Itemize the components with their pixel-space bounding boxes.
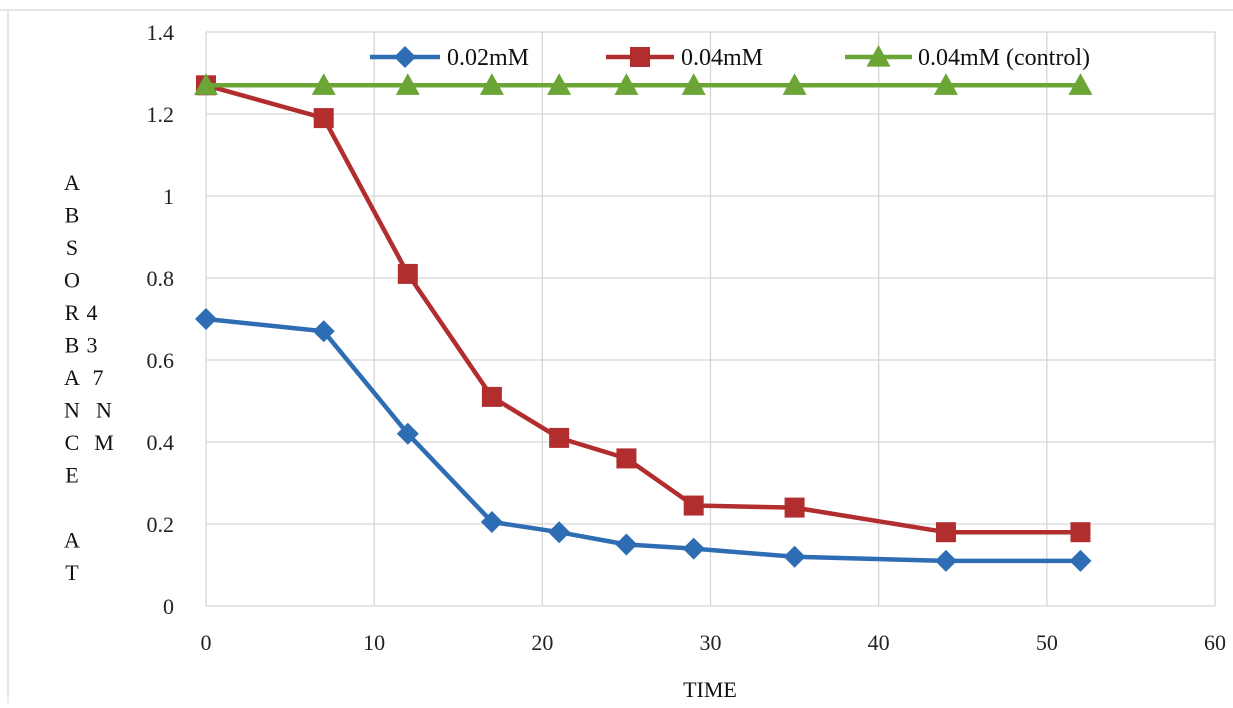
y-tick-label: 0.6 [147,348,175,373]
data-point-diamond [480,510,503,533]
y-tick-label: 1 [163,184,174,209]
y-tick-label: 0.8 [147,266,175,291]
legend-item: 0.04mM (control) [845,45,1090,71]
data-point-triangle [782,73,807,95]
series-0-02mm [195,308,1092,572]
data-point-triangle [1068,73,1093,95]
data-point-triangle [395,73,420,95]
data-point-square [397,263,418,284]
y-tick-label: 1.4 [147,20,175,45]
data-point-triangle [311,73,336,95]
data-point-square [549,427,570,448]
y-axis-title-letter: C [65,430,80,455]
legend-label: 0.04mM (control) [918,45,1090,71]
y-axis-title-letter: T [65,560,79,585]
y-axis-title-letter: B [65,333,80,358]
legend-item: 0.02mM [370,45,529,71]
series-line [205,316,1081,564]
tick-labels: 0 0.2 0.4 0.6 0.8 1 1.2 1.4 0 10 20 30 40 50 60 [147,20,1227,655]
y-axis-title-letter: B [65,203,80,228]
data-point-triangle [933,73,958,95]
data-point-diamond [548,521,571,544]
x-tick-label: 0 [201,630,212,655]
y-axis-title-letter: A [64,365,80,390]
y-axis-title-letter: 4 [87,300,98,325]
y-axis-title-letter: A [64,170,80,195]
x-tick-label: 10 [363,630,385,655]
x-tick-label: 30 [700,630,722,655]
series-0-04mm-control- [194,73,1093,95]
x-axis-title: TIME [683,677,737,702]
x-tick-label: 40 [868,630,890,655]
data-point-square [630,47,650,67]
data-point-square [313,108,334,129]
y-axis-title-letter: O [64,268,80,293]
data-point-square [683,495,704,516]
data-point-diamond [1069,549,1092,572]
data-point-triangle [547,73,572,95]
series-lines [194,73,1093,572]
data-point-triangle [866,45,891,67]
y-axis-title-letter: N [64,398,80,423]
y-axis-title-letter: E [65,463,78,488]
x-tick-label: 60 [1204,630,1226,655]
gridlines [0,9,1233,703]
y-axis-title-letter: M [94,430,114,455]
data-point-diamond [934,549,957,572]
data-point-square [616,448,637,469]
data-point-diamond [312,320,335,343]
series-line [205,83,1081,535]
x-tick-label: 20 [531,630,553,655]
data-point-triangle [194,73,218,95]
y-axis-title-letter: 7 [93,365,104,390]
data-point-square [1070,522,1091,543]
data-point-diamond [394,46,416,68]
data-point-square [935,522,956,543]
data-point-triangle [614,73,639,95]
legend-label: 0.04mM [681,45,763,71]
y-tick-label: 0 [163,594,174,619]
legend-label: 0.02mM [447,45,529,71]
data-point-diamond [615,533,638,556]
legend: 0.02mM 0.04mM 0.04mM (control) [370,45,1090,71]
series-0-04mm [196,75,1091,543]
y-axis-title-letter: R [65,300,80,325]
y-tick-label: 0.2 [147,512,175,537]
y-axis-title-letter: N [96,398,112,423]
y-axis-title-letter: A [64,528,80,553]
y-tick-label: 0.4 [147,430,175,455]
y-axis-title-letter: S [66,235,78,260]
x-tick-label: 50 [1036,630,1058,655]
data-point-triangle [479,73,504,95]
legend-item: 0.04mM [606,45,763,71]
data-point-triangle [681,73,706,95]
y-tick-label: 1.2 [147,102,175,127]
data-point-square [481,386,502,407]
data-point-diamond [396,422,419,445]
y-axis-title-letter: 3 [87,333,98,358]
data-point-square [784,497,805,518]
data-point-diamond [783,545,806,568]
data-point-diamond [682,537,705,560]
data-point-diamond [195,308,217,330]
